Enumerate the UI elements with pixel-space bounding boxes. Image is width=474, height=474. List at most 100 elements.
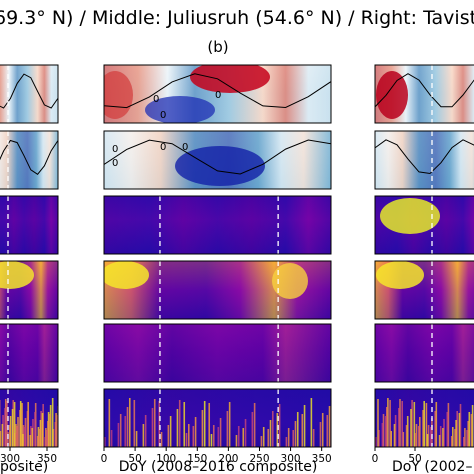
streak bbox=[208, 403, 211, 447]
streak bbox=[187, 424, 190, 447]
streak bbox=[153, 399, 156, 447]
streak bbox=[438, 435, 441, 447]
streak bbox=[393, 424, 396, 447]
panel-overlay bbox=[0, 196, 58, 254]
zero-contour bbox=[375, 139, 474, 175]
x-tick-label: 300 bbox=[0, 453, 20, 465]
streak bbox=[34, 412, 36, 447]
streak bbox=[51, 398, 54, 447]
panel-frame bbox=[0, 260, 59, 320]
min-blob bbox=[145, 96, 215, 123]
streak bbox=[446, 412, 449, 447]
streak bbox=[375, 437, 377, 447]
streak bbox=[158, 401, 161, 447]
streak bbox=[384, 416, 387, 447]
streak bbox=[326, 415, 329, 447]
streak bbox=[228, 402, 231, 447]
streak bbox=[46, 430, 49, 447]
hot-blob bbox=[104, 261, 149, 289]
streak bbox=[405, 425, 408, 447]
streak bbox=[443, 419, 445, 447]
x-tick-label: 0 bbox=[372, 453, 379, 465]
hot-blob bbox=[380, 198, 440, 234]
streak bbox=[278, 404, 281, 447]
streak bbox=[13, 402, 16, 447]
panel-overlay bbox=[0, 65, 58, 123]
streak bbox=[235, 435, 238, 447]
streak bbox=[310, 398, 313, 447]
streak bbox=[328, 406, 331, 447]
streak bbox=[294, 421, 297, 447]
streak bbox=[466, 430, 468, 447]
streak bbox=[401, 401, 403, 447]
streak bbox=[410, 409, 412, 447]
streak bbox=[467, 421, 469, 447]
panel-frame bbox=[0, 323, 59, 383]
streak bbox=[417, 426, 420, 447]
panel-r1-right bbox=[375, 65, 474, 123]
streak bbox=[470, 414, 473, 447]
streak bbox=[126, 407, 129, 447]
panel-frame bbox=[374, 130, 474, 190]
zero-contour bbox=[0, 139, 58, 175]
x-tick-label: 0 bbox=[101, 453, 108, 465]
streak bbox=[26, 411, 29, 447]
x-tick-label: 200 bbox=[218, 453, 238, 465]
streak bbox=[31, 428, 34, 447]
streak bbox=[387, 398, 389, 447]
streak bbox=[386, 407, 388, 447]
streak bbox=[458, 413, 461, 447]
x-tick-label: 50 bbox=[128, 453, 141, 465]
panel-r5-left bbox=[0, 324, 58, 382]
streak bbox=[253, 403, 256, 447]
panel-frame bbox=[103, 388, 332, 448]
streak bbox=[459, 404, 462, 447]
contour-label: 0 bbox=[160, 110, 166, 121]
streak bbox=[119, 414, 122, 447]
x-axis-label-left: posite) bbox=[0, 459, 48, 474]
x-tick-label: 50 bbox=[408, 453, 421, 465]
streak bbox=[415, 424, 418, 447]
panel-frame bbox=[103, 323, 332, 383]
streak bbox=[292, 430, 295, 447]
streak bbox=[183, 402, 186, 447]
streak bbox=[430, 427, 432, 447]
streak bbox=[296, 412, 299, 447]
contour-label: 0 bbox=[112, 158, 118, 169]
streak bbox=[423, 401, 425, 447]
panel-frame bbox=[374, 195, 474, 255]
streak bbox=[402, 432, 405, 447]
streak bbox=[389, 400, 391, 447]
streak bbox=[398, 408, 400, 447]
streak bbox=[454, 429, 456, 447]
streak bbox=[399, 399, 401, 447]
panel-r5-middle bbox=[104, 324, 331, 382]
streak bbox=[427, 425, 430, 447]
zero-contour bbox=[375, 73, 474, 108]
streak bbox=[301, 414, 304, 447]
streak bbox=[160, 432, 163, 447]
streak bbox=[377, 399, 379, 447]
streak bbox=[56, 415, 58, 447]
streak bbox=[321, 413, 324, 447]
streak bbox=[167, 425, 170, 447]
panel-frame bbox=[103, 260, 332, 320]
streak bbox=[41, 413, 44, 447]
streak bbox=[6, 401, 8, 447]
panel-frame bbox=[103, 64, 332, 124]
streak bbox=[450, 436, 453, 447]
streak bbox=[442, 428, 444, 447]
streak bbox=[192, 426, 195, 447]
streak bbox=[435, 402, 438, 447]
streak bbox=[133, 400, 136, 447]
panel-label: (b) bbox=[207, 38, 228, 56]
zero-contour bbox=[104, 139, 331, 175]
zero-contour bbox=[0, 73, 58, 109]
streak bbox=[422, 410, 424, 447]
x-axis-ticks: 300 350 0 50 100 150 200 250 300 350 0 50 bbox=[0, 447, 422, 465]
streak bbox=[468, 412, 471, 447]
panel-overlay bbox=[0, 131, 58, 189]
streak bbox=[414, 433, 417, 447]
streak bbox=[237, 426, 240, 447]
streak bbox=[110, 430, 113, 447]
